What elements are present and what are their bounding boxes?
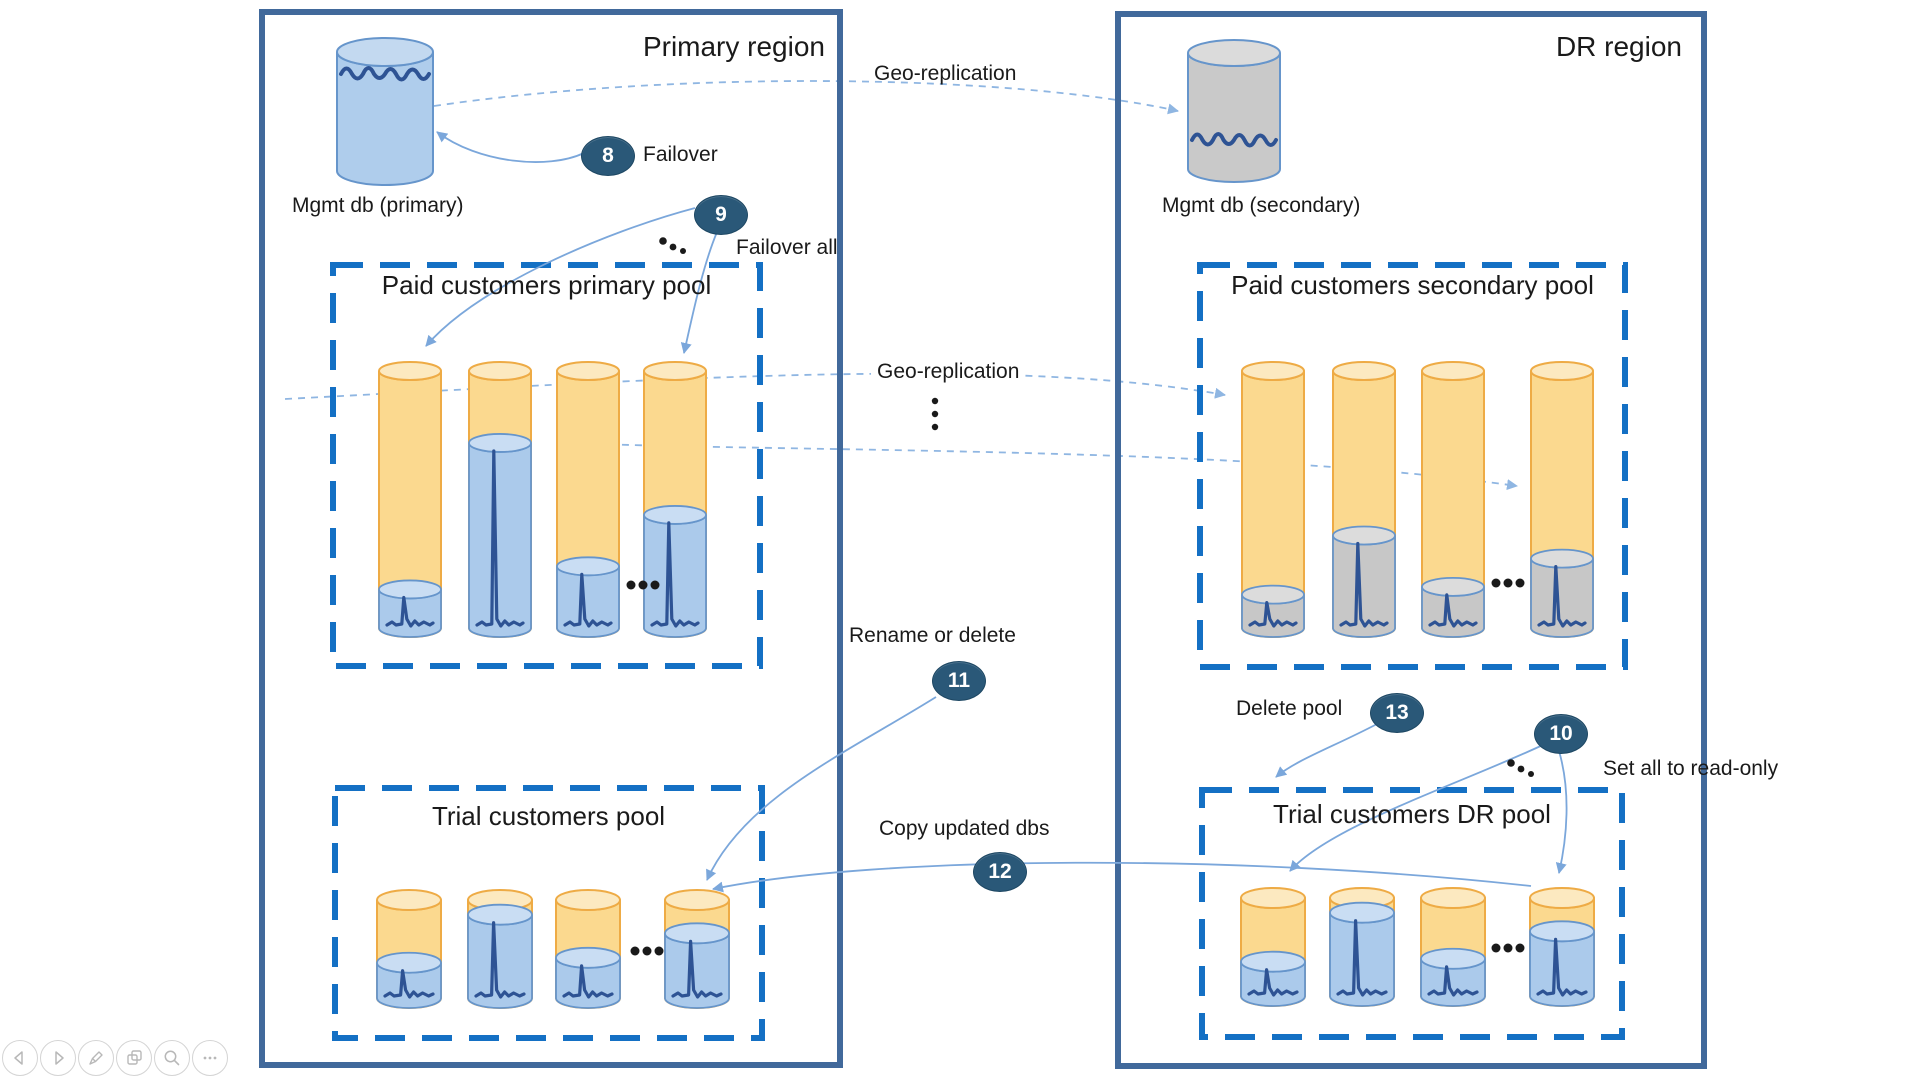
step-13-badge: 13 <box>1370 693 1424 733</box>
rename-or-delete-label: Rename or delete <box>849 624 1016 647</box>
failover-all-arrow-left <box>425 207 696 347</box>
geo-replication-top-label: Geo-replication <box>874 62 1017 85</box>
delete-pool-label: Delete pool <box>1236 697 1343 720</box>
see-all-slides-icon <box>127 1050 142 1065</box>
previous-slide-icon <box>14 1051 23 1065</box>
trial-dr-pool-box <box>1199 787 1625 1040</box>
delete-pool-arrow <box>1275 723 1378 778</box>
step-9-badge: 9 <box>694 195 748 235</box>
trial-dr-pool-title: Trial customers DR pool <box>1273 799 1551 829</box>
geo-replication-top-arrow <box>433 80 1179 115</box>
paid-primary-pool-box <box>330 262 763 669</box>
primary-region-box <box>259 9 843 1068</box>
pen-tools-button[interactable] <box>78 1040 114 1076</box>
primary-region-title: Primary region <box>642 31 825 62</box>
dr-region-title: DR region <box>1555 31 1682 62</box>
mgmt-db-primary-label: Mgmt db (primary) <box>292 194 464 217</box>
see-all-slides-button[interactable] <box>116 1040 152 1076</box>
failover-all-label: Failover all <box>736 236 838 259</box>
paid-secondary-pool-box <box>1197 262 1628 670</box>
zoom-slide-button[interactable] <box>154 1040 190 1076</box>
trial-dr-pool-databases <box>1240 887 1595 1007</box>
trial-pool-databases <box>376 889 730 1009</box>
failover-arrow <box>436 131 585 163</box>
mgmt-db-secondary-label: Mgmt db (secondary) <box>1162 194 1361 217</box>
paid-primary-pool-title: Paid customers primary pool <box>381 270 712 300</box>
previous-slide-button[interactable] <box>2 1040 38 1076</box>
ellipsis-dots <box>626 237 1534 956</box>
paid-secondary-pool-title: Paid customers secondary pool <box>1231 270 1594 300</box>
geo-replication-mid-label: Geo-replication <box>871 360 1026 385</box>
set-all-read-only-label: Set all to read-only <box>1603 757 1779 780</box>
step-11-badge: 11 <box>932 661 986 701</box>
step-12-badge: 12 <box>973 852 1027 892</box>
step-8-badge: 8 <box>581 136 635 176</box>
dr-region-box <box>1115 11 1707 1069</box>
magnifier-icon <box>164 1050 180 1066</box>
pen-icon <box>89 1051 103 1065</box>
failover-all-arrow-right <box>680 231 718 354</box>
failover-label: Failover <box>643 143 718 166</box>
more-options-button[interactable] <box>192 1040 228 1076</box>
step-10-badge: 10 <box>1534 714 1588 754</box>
paid-primary-pool-databases <box>378 361 707 638</box>
paid-secondary-pool-databases <box>1241 361 1594 638</box>
set-read-only-arrow-right <box>1555 750 1568 874</box>
presenter-toolbar <box>2 1040 230 1076</box>
trial-pool-title: Trial customers pool <box>431 801 666 831</box>
mgmt-db-secondary-cylinder <box>1187 39 1281 183</box>
trial-pool-box <box>332 785 765 1041</box>
rename-delete-arrow <box>706 696 937 881</box>
ellipsis-icon <box>203 1056 217 1060</box>
mgmt-db-primary-cylinder <box>336 37 434 186</box>
copy-updated-dbs-arrow <box>712 861 1532 893</box>
next-slide-icon <box>55 1051 64 1065</box>
copy-updated-dbs-label: Copy updated dbs <box>879 817 1050 840</box>
next-slide-button[interactable] <box>40 1040 76 1076</box>
